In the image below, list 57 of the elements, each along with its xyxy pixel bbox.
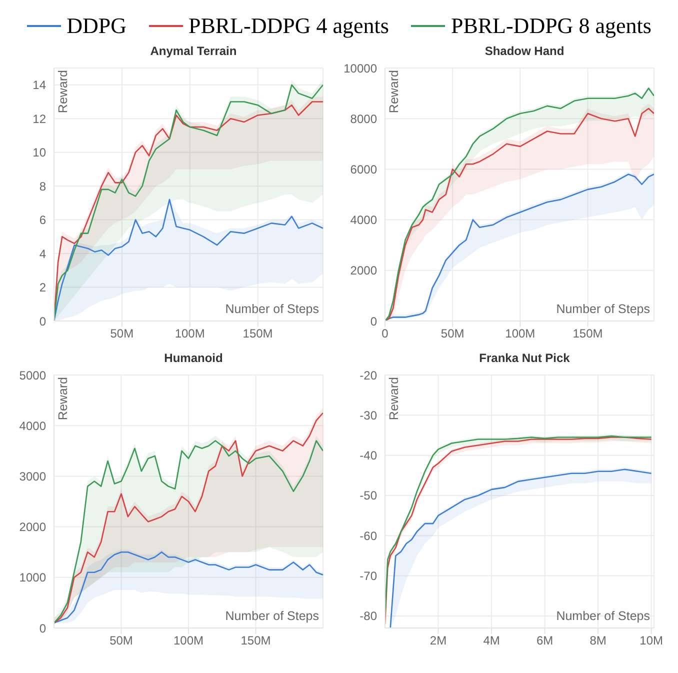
- x-tick-label: 50M: [110, 326, 134, 341]
- y-axis-title: Reward: [56, 376, 70, 420]
- legend-label: PBRL-DDPG 8 agents: [450, 13, 652, 39]
- y-axis-title: Reward: [387, 70, 401, 114]
- x-tick-label: 150M: [240, 634, 271, 648]
- x-tick-label: 8M: [590, 634, 606, 648]
- y-tick-label: 8000: [350, 112, 378, 126]
- y-tick-label: 14: [32, 78, 46, 92]
- legend-label: PBRL-DDPG 4 agents: [188, 13, 389, 39]
- y-tick-label: 4: [39, 246, 46, 261]
- y-tick-label: 8: [39, 179, 46, 194]
- x-tick-label: 100M: [505, 326, 536, 341]
- x-tick-label: 50M: [110, 634, 133, 648]
- y-tick-label: -80: [360, 609, 378, 624]
- y-tick-label: -50: [360, 488, 378, 503]
- legend-label: DDPG: [66, 13, 126, 39]
- x-tick-label: 2M: [430, 634, 447, 648]
- y-tick-label: 6: [39, 213, 46, 228]
- x-axis-title: Number of Steps: [225, 609, 319, 623]
- y-tick-label: 0: [39, 314, 46, 328]
- y-tick-label: 6000: [350, 162, 378, 176]
- x-tick-label: 150M: [242, 326, 273, 341]
- chart-title: Humanoid: [163, 351, 224, 367]
- y-tick-label: -40: [360, 448, 378, 463]
- x-tick-label: 100M: [173, 634, 204, 648]
- y-tick-label: -20: [360, 368, 378, 382]
- y-tick-label: 0: [370, 314, 378, 328]
- y-tick-label: 3000: [19, 469, 46, 484]
- x-tick-label: 6M: [536, 634, 554, 648]
- x-tick-label: 50M: [440, 326, 464, 341]
- y-tick-label: -60: [360, 528, 378, 543]
- y-tick-label: -70: [360, 569, 378, 584]
- y-tick-label: 4000: [19, 418, 46, 433]
- x-tick-label: 0: [382, 326, 389, 341]
- y-tick-label: 4000: [350, 213, 378, 228]
- y-tick-label: 0: [39, 621, 46, 636]
- y-tick-label: 10000: [344, 61, 378, 76]
- y-tick-label: 5000: [19, 368, 46, 382]
- chart-title: Shadow Hand: [484, 44, 566, 60]
- y-tick-label: 2000: [350, 264, 378, 278]
- x-axis-title: Number of Steps: [556, 609, 650, 623]
- y-tick-label: 2000: [19, 520, 46, 534]
- y-axis-title: Reward: [387, 376, 401, 420]
- y-tick-label: 2: [39, 280, 46, 295]
- x-axis-title: Number of Steps: [225, 302, 319, 316]
- y-tick-label: 1000: [19, 570, 46, 585]
- x-tick-label: 4M: [483, 634, 500, 648]
- chart-title: Franka Nut Pick: [478, 351, 571, 367]
- x-axis-title: Number of Steps: [556, 302, 650, 316]
- x-tick-label: 100M: [174, 326, 205, 341]
- chart-title: Anymal Terrain: [149, 44, 238, 60]
- y-tick-label: 10: [32, 146, 46, 160]
- x-tick-label: 10M: [640, 634, 664, 648]
- y-tick-label: 12: [32, 112, 46, 126]
- y-axis-title: Reward: [56, 70, 70, 114]
- y-tick-label: -30: [360, 408, 378, 422]
- x-tick-label: 150M: [572, 326, 603, 341]
